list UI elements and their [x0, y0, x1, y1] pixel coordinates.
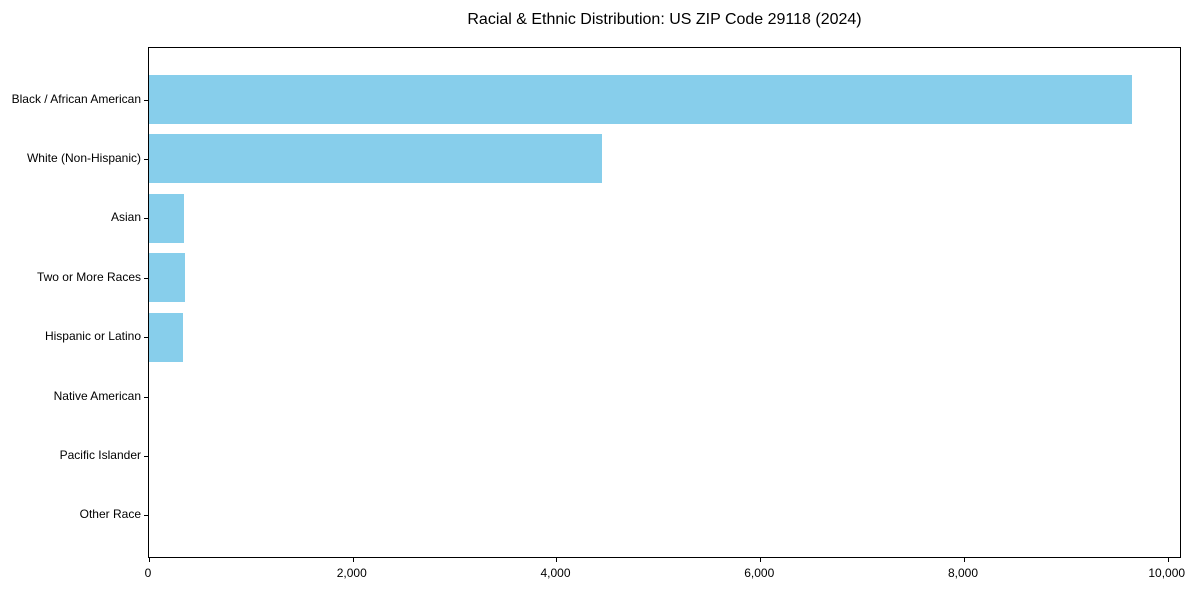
x-axis-tick-label: 2,000 — [336, 566, 367, 580]
y-tick-mark — [144, 515, 149, 517]
y-axis-category-label: Asian — [110, 210, 141, 225]
y-tick-mark — [144, 455, 149, 457]
x-tick-mark — [1167, 557, 1169, 562]
y-tick-mark — [144, 396, 149, 398]
x-tick-mark — [760, 557, 762, 562]
x-tick-mark — [963, 557, 965, 562]
y-tick-mark — [144, 158, 149, 160]
y-tick-mark — [144, 99, 149, 101]
x-axis-tick-label: 8,000 — [947, 566, 978, 580]
y-axis-category-label: Hispanic or Latino — [44, 329, 141, 344]
x-axis-tick-label: 10,000 — [1148, 566, 1186, 580]
bar-hispanic-or-latino — [149, 312, 184, 362]
bar-two-or-more-races — [149, 253, 186, 303]
y-axis-category-label: Pacific Islander — [59, 447, 141, 462]
bar-asian — [149, 193, 185, 243]
y-tick-mark — [144, 277, 149, 279]
x-tick-mark — [556, 557, 558, 562]
bar-black-african-american — [149, 75, 1132, 124]
y-axis-category-label: Other Race — [79, 507, 141, 522]
y-tick-mark — [144, 218, 149, 220]
y-axis-category-label: Native American — [53, 388, 141, 403]
y-tick-mark — [144, 337, 149, 339]
chart-title: Racial & Ethnic Distribution: US ZIP Cod… — [467, 11, 862, 28]
y-axis-category-label: Black / African American — [11, 91, 141, 106]
x-tick-mark — [352, 557, 354, 562]
y-axis-category-label: White (Non-Hispanic) — [26, 150, 141, 165]
x-axis-tick-label: 4,000 — [540, 566, 571, 580]
bar-white-non-hispanic — [149, 134, 602, 184]
x-tick-mark — [149, 557, 150, 562]
plot-area — [144, 47, 1181, 562]
x-axis-tick-label: 0 — [144, 566, 152, 580]
y-axis-category-label: Two or More Races — [36, 269, 141, 284]
x-axis-tick-label: 6,000 — [744, 566, 775, 580]
